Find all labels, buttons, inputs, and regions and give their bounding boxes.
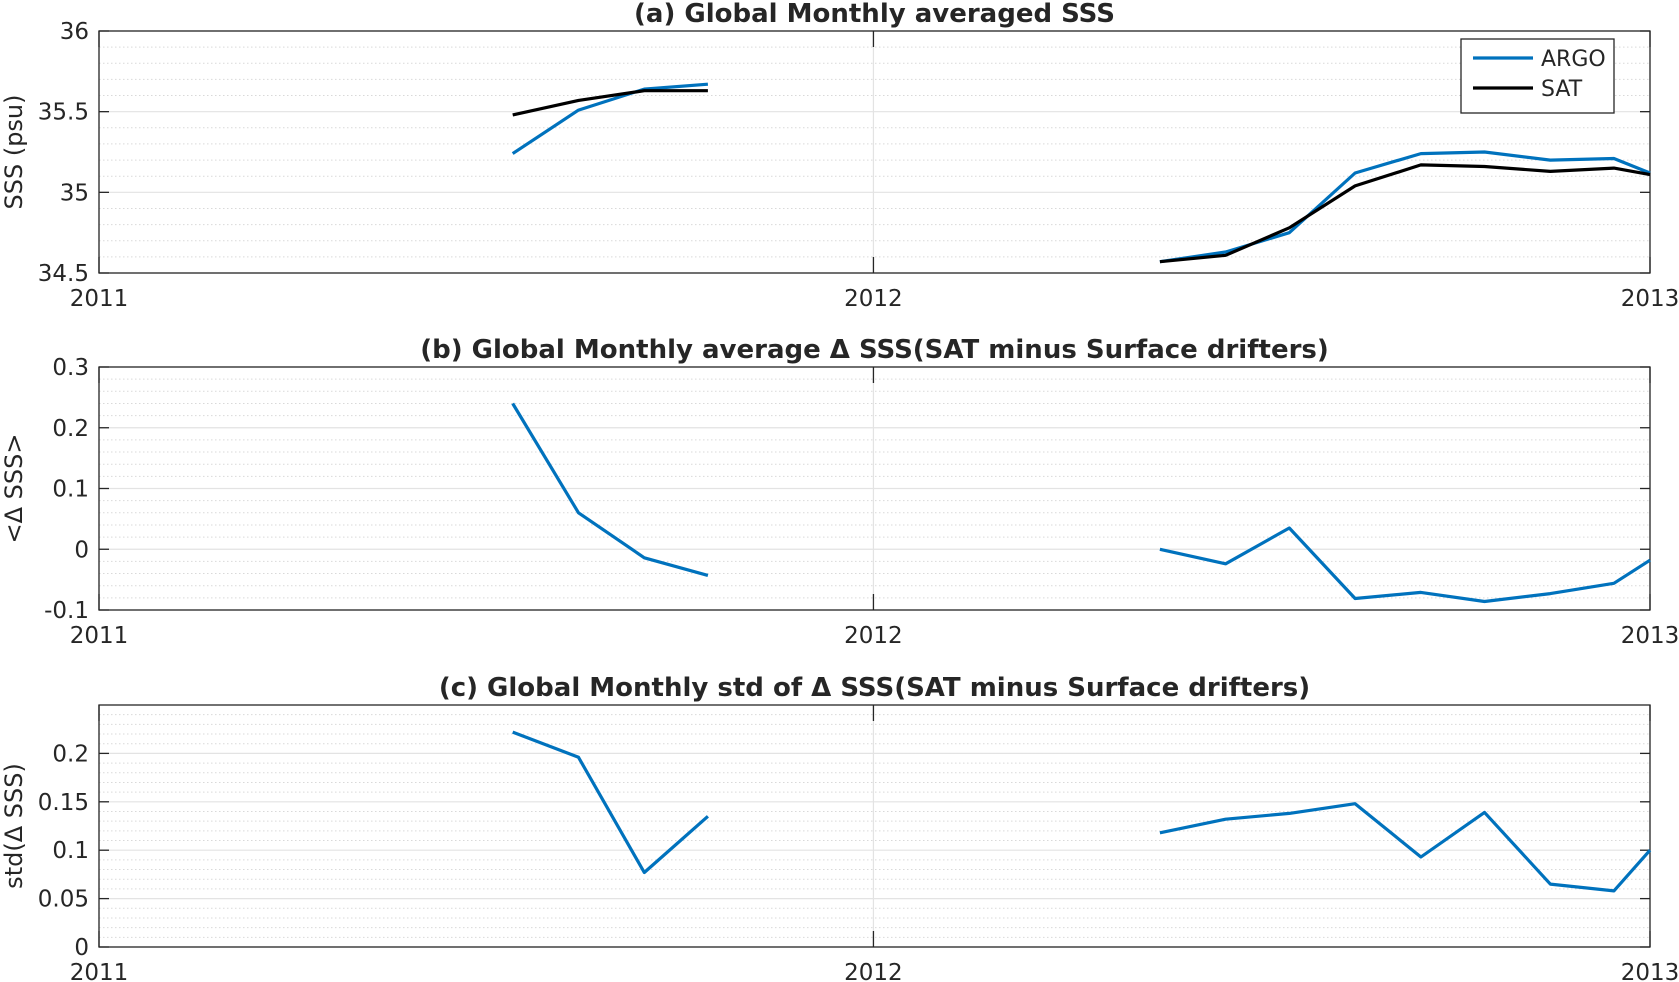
series-line-sat [512,89,708,117]
axes-box [98,704,1651,948]
x-tick-label: 2011 [70,960,129,982]
legend-label: SAT [1541,77,1583,102]
x-tick-label: 2012 [844,960,903,982]
y-tick-label: 35.5 [38,100,89,126]
y-tick-label: 36 [60,19,89,45]
series-line-sat [1159,163,1651,264]
y-axis-label: SSS (psu) [0,94,28,209]
y-tick-label: 0 [74,935,89,961]
y-tick-label: 35 [60,180,89,206]
y-tick-label: 0.2 [52,741,89,767]
y-tick-label: 0.3 [52,355,89,381]
y-tick-label: 0.2 [52,416,89,442]
axes-box [98,30,1651,274]
legend-label: ARGO [1541,47,1606,72]
series-line-0 [512,730,709,875]
chart-title: (c) Global Monthly std of Δ SSS(SAT minu… [439,673,1310,703]
series-line-0 [511,402,709,577]
y-tick-label: 0.15 [38,790,89,816]
chart-title: (a) Global Monthly averaged SSS [634,0,1115,29]
y-axis-label: std(Δ SSS) [0,763,28,889]
chart-title: (b) Global Monthly average Δ SSS(SAT min… [420,335,1329,365]
x-tick-label: 2011 [70,623,129,649]
y-tick-label: -0.1 [44,598,89,624]
series-line-0 [1159,526,1651,604]
panel-1: 34.5 35 35.5 36 2011 2012 2013 (a) Global Month… [0,0,1679,312]
x-tick-label: 2013 [1621,286,1679,312]
series-line-argo [511,82,709,155]
panel-3: 0 0.05 0.1 0.15 0.2 2011 2012 2013 (c) Global Mo… [0,673,1679,982]
x-tick-label: 2013 [1621,960,1679,982]
y-tick-label: 0.05 [38,887,89,913]
y-axis-label: <Δ SSS> [0,434,28,544]
y-tick-label: 0 [74,537,89,563]
y-tick-label: 0.1 [52,477,89,503]
x-tick-label: 2011 [70,286,129,312]
x-tick-label: 2012 [844,623,903,649]
panel-2: -0.1 0 0.1 0.2 0.3 2011 2012 2013 (b) Global Mon… [0,335,1679,649]
y-tick-label: 0.1 [52,838,89,864]
series-line-0 [1159,802,1652,893]
legend-box [1460,38,1615,114]
x-tick-label: 2013 [1621,623,1679,649]
y-tick-label: 34.5 [38,261,89,287]
x-tick-label: 2012 [844,286,903,312]
